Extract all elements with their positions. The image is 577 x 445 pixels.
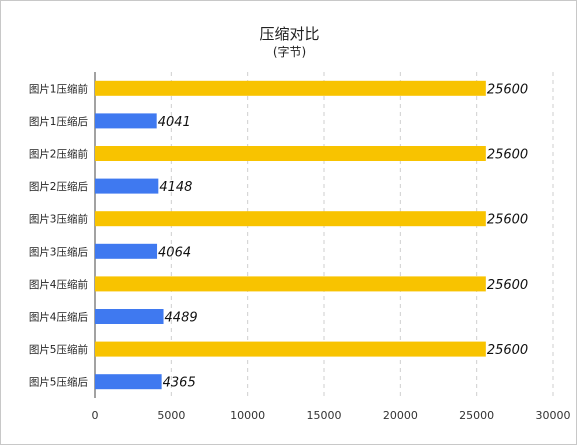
category-label: 图片1压缩后 — [29, 115, 88, 128]
data-label: 25600 — [487, 213, 528, 228]
bar — [95, 178, 159, 194]
bar — [95, 374, 162, 390]
category-label: 图片4压缩后 — [29, 311, 88, 324]
data-label: 25600 — [487, 148, 528, 163]
x-tick-label: 0 — [92, 409, 99, 422]
bar — [95, 80, 486, 96]
x-tick-label: 20000 — [383, 409, 418, 422]
category-label: 图片2压缩前 — [29, 148, 88, 161]
x-tick-label: 25000 — [459, 409, 494, 422]
category-label: 图片5压缩后 — [29, 376, 88, 389]
bar — [95, 243, 158, 259]
category-label: 图片5压缩前 — [29, 343, 88, 356]
x-tick-label: 5000 — [157, 409, 185, 422]
data-label: 4365 — [163, 376, 196, 391]
chart-subtitle: (字节) — [272, 45, 307, 59]
chart-title: 压缩对比 — [259, 25, 320, 43]
category-label: 图片3压缩后 — [29, 245, 88, 258]
data-label: 25600 — [487, 343, 528, 358]
category-label: 图片4压缩前 — [29, 278, 88, 291]
x-tick-label: 10000 — [230, 409, 265, 422]
data-label: 4064 — [158, 245, 191, 260]
data-label: 25600 — [487, 278, 528, 293]
data-label: 25600 — [487, 82, 528, 97]
bar — [95, 309, 164, 324]
data-label: 4041 — [158, 115, 191, 130]
bar — [95, 341, 486, 357]
x-tick-label: 30000 — [536, 409, 571, 422]
bar — [95, 146, 486, 161]
bar — [95, 276, 486, 292]
category-label: 图片2压缩后 — [29, 180, 88, 193]
category-label: 图片1压缩前 — [29, 82, 88, 95]
category-label: 图片3压缩前 — [29, 213, 88, 226]
bar — [95, 113, 157, 129]
bar — [95, 211, 486, 227]
data-label: 4148 — [159, 180, 192, 195]
data-label: 4489 — [165, 311, 198, 326]
x-tick-label: 15000 — [307, 409, 342, 422]
